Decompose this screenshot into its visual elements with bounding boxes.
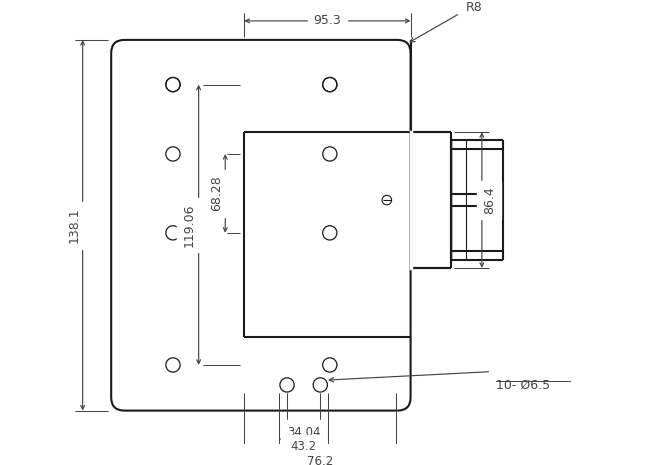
Text: 43.2: 43.2 — [291, 440, 317, 453]
Text: 68.28: 68.28 — [210, 175, 223, 211]
Text: 95.3: 95.3 — [314, 14, 341, 27]
Text: 138.1: 138.1 — [68, 207, 81, 243]
Text: 34.04: 34.04 — [287, 426, 320, 439]
Text: 10- Ø6.5: 10- Ø6.5 — [496, 379, 550, 392]
Text: R8: R8 — [466, 1, 482, 14]
FancyBboxPatch shape — [111, 40, 411, 411]
Text: 86.4: 86.4 — [483, 186, 496, 214]
Text: 119.06: 119.06 — [183, 203, 196, 246]
Text: 76.2: 76.2 — [307, 455, 333, 465]
